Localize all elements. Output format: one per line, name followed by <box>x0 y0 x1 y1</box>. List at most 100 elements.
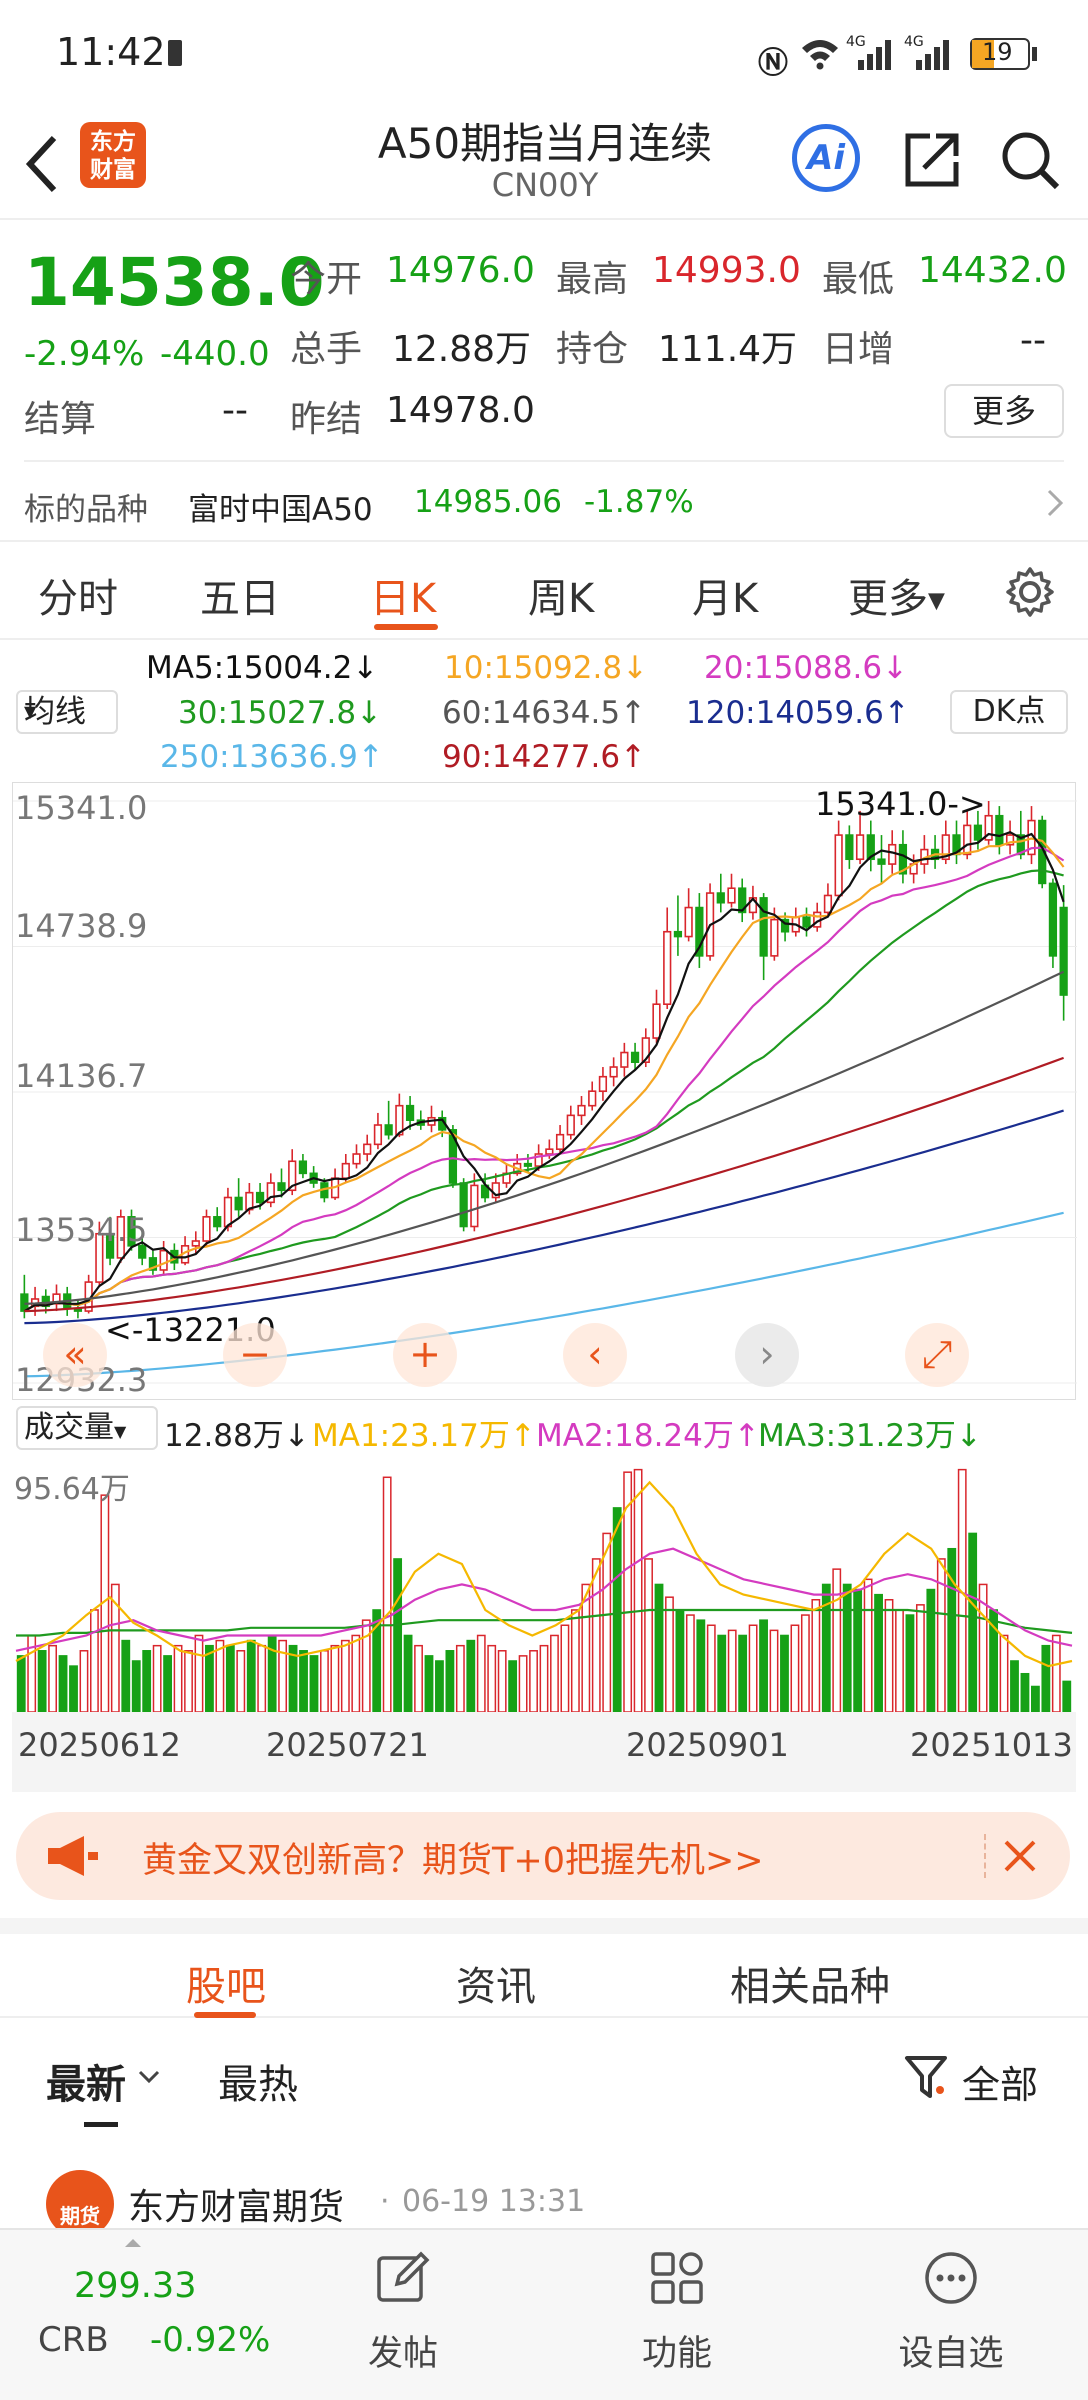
ma20-value: 20:15088.6↓ <box>704 650 909 686</box>
avatar[interactable]: 期货 <box>46 2170 114 2228</box>
sort-latest[interactable]: 最新 <box>46 2062 126 2108</box>
close-icon[interactable] <box>1000 1836 1040 1876</box>
change-percent: -2.94% <box>24 334 145 374</box>
tab-weekly-k[interactable]: 周K <box>528 576 595 622</box>
candle-body <box>845 834 854 861</box>
volume-bar <box>863 1578 873 1713</box>
post-separator: · <box>380 2184 390 2219</box>
volume-legend: 成交量▼ 12.88万↓ MA1:23.17万↑ MA2:18.24万↑ MA3… <box>0 1404 1088 1456</box>
active-tab-indicator <box>194 2012 256 2018</box>
volume-bar <box>48 1644 58 1713</box>
volume-bar <box>905 1614 915 1713</box>
high-label: 最高 <box>556 259 629 300</box>
volume-bar <box>424 1655 434 1713</box>
volume-bar <box>518 1655 528 1713</box>
ma30-line <box>23 869 1064 1313</box>
ma-legend: 均线 ▼ MA5:15004.2↓ 10:15092.8↓ 20:15088.6↓… <box>0 640 1088 780</box>
candle-body <box>641 1037 650 1063</box>
candle-body <box>534 1153 543 1167</box>
zoom-in-button[interactable]: + <box>393 1323 457 1387</box>
candle-body <box>1038 819 1047 885</box>
underlying-row[interactable]: 标的品种 富时中国A50 14985.06 -1.87% <box>0 464 1088 540</box>
grid-icon <box>651 2252 703 2304</box>
candle-body <box>159 1249 168 1271</box>
volume-ma2: MA2:18.24万↑ <box>536 1418 760 1454</box>
ma-selector[interactable]: 均线 ▼ <box>16 690 118 734</box>
kline-chart[interactable]: 15341.0 14738.9 14136.7 13534.5 12932.3 … <box>12 782 1077 1401</box>
tab-news[interactable]: 资讯 <box>456 1964 536 2010</box>
megaphone-icon <box>48 1836 98 1876</box>
candle-body <box>20 1293 29 1312</box>
tab-five-day[interactable]: 五日 <box>200 576 280 622</box>
caret-up-icon <box>125 2239 141 2247</box>
tab-daily-k[interactable]: 日K <box>370 576 437 622</box>
volume-bar <box>1030 1685 1040 1713</box>
high-marker: 15341.0-> <box>815 785 986 823</box>
dk-point-button[interactable]: DK点 <box>950 690 1068 734</box>
zoom-out-button[interactable]: − <box>223 1323 287 1387</box>
kline-canvas[interactable] <box>13 783 1077 1401</box>
candle-body <box>52 1293 61 1305</box>
function-button[interactable]: 功能 <box>602 2250 752 2376</box>
tab-more[interactable]: 更多▼ <box>848 566 945 624</box>
crb-ticker[interactable]: 299.33 CRB -0.92% <box>0 2230 270 2400</box>
volume-chart[interactable]: 95.64万 <box>12 1460 1076 1713</box>
candle-body <box>523 1162 533 1167</box>
search-icon[interactable] <box>998 128 1062 192</box>
scroll-left-button[interactable]: ‹ <box>563 1323 627 1387</box>
ai-assistant-button[interactable]: Ai <box>792 124 860 192</box>
add-favorite-button[interactable]: 设自选 <box>876 2250 1026 2376</box>
function-button-label: 功能 <box>641 2334 712 2374</box>
volume-bar <box>351 1634 361 1713</box>
post-item[interactable]: 期货 东方财富期货 · 06-19 13:31 <box>0 2164 1088 2228</box>
candle-body <box>127 1216 136 1247</box>
more-button[interactable]: 更多 <box>944 384 1064 438</box>
ad-banner[interactable]: 黄金又双创新高？期货T+0把握先机>> <box>16 1812 1070 1900</box>
tab-guba[interactable]: 股吧 <box>186 1964 266 2010</box>
date-label: 20250901 <box>626 1726 789 1764</box>
eastmoney-logo[interactable]: 东方 财富 <box>80 122 146 188</box>
volume-bar <box>382 1476 392 1713</box>
filter-icon[interactable] <box>904 2054 948 2100</box>
sort-hot[interactable]: 最热 <box>218 2062 298 2108</box>
ma10-value: 10:15092.8↓ <box>444 650 649 686</box>
candle-body <box>1016 834 1025 856</box>
sort-indicator <box>84 2122 118 2127</box>
filter-all[interactable]: 全部 <box>962 2063 1039 2107</box>
volume-bar <box>194 1634 204 1713</box>
volume-bar <box>665 1596 674 1713</box>
tab-intraday[interactable]: 分时 <box>38 576 118 622</box>
oi-label: 持仓 <box>556 329 629 370</box>
logo-text-1: 东方 <box>90 129 136 155</box>
settings-gear-icon[interactable] <box>1004 566 1056 618</box>
notification-icon <box>168 40 182 66</box>
post-button[interactable]: 发帖 <box>328 2250 478 2376</box>
volume-bar <box>811 1598 821 1713</box>
share-icon[interactable] <box>900 128 964 192</box>
volume-bar <box>487 1644 497 1713</box>
candle-body <box>855 834 865 861</box>
add-favorite-label: 设自选 <box>898 2334 1004 2374</box>
volume-bar <box>717 1634 727 1713</box>
open-label: 今开 <box>290 259 363 300</box>
tab-related[interactable]: 相关品种 <box>730 1964 890 2010</box>
candle-body <box>673 930 683 938</box>
scroll-left-fast-button[interactable]: « <box>43 1323 107 1387</box>
fullscreen-button[interactable]: ⤢ <box>905 1323 969 1387</box>
settle-value: -- <box>222 390 248 431</box>
underlying-name: 富时中国A50 <box>188 492 373 528</box>
volume-bar <box>644 1558 653 1713</box>
post-author[interactable]: 东方财富期货 <box>128 2187 345 2228</box>
tab-monthly-k[interactable]: 月K <box>692 576 759 622</box>
scroll-right-button[interactable]: › <box>735 1323 799 1387</box>
volume-bar <box>58 1655 68 1713</box>
indicator-selector[interactable]: 成交量▼ <box>16 1406 158 1450</box>
candle-body <box>577 1104 586 1117</box>
nfc-icon: Ⓝ <box>758 46 788 81</box>
oi-change-label: 日增 <box>822 329 895 370</box>
candle-body <box>695 906 704 957</box>
volume-bar <box>445 1650 455 1713</box>
back-icon[interactable] <box>22 132 62 196</box>
signal-icon-2 <box>916 40 949 70</box>
candle-body <box>738 887 747 914</box>
